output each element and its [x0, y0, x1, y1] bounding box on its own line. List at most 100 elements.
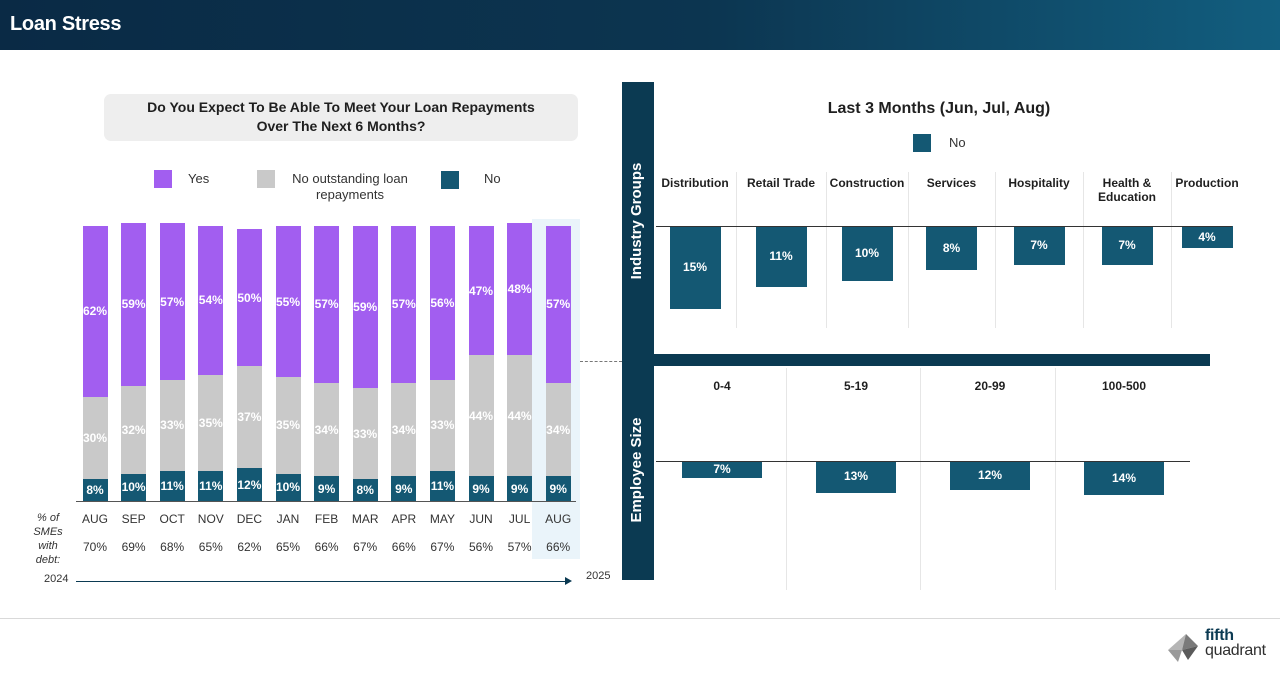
footer-divider	[0, 618, 1280, 619]
bar-value-label: 9%	[472, 481, 490, 496]
bar-segment	[352, 479, 378, 501]
year-start-label: 2024	[44, 573, 69, 585]
month-label: FEB	[314, 512, 339, 526]
bar-segment	[545, 476, 571, 501]
industry-category-label: Hospitality	[994, 176, 1084, 190]
bar-value-label: 30%	[82, 430, 108, 445]
month-label: DEC	[236, 512, 263, 526]
month-label: MAR	[351, 512, 379, 526]
bar-value-label: 33%	[160, 418, 185, 433]
bar-segment	[391, 476, 417, 501]
bar-value-label: 8%	[86, 483, 104, 497]
smes-with-debt-value: 66%	[391, 540, 416, 554]
bar-segment	[121, 473, 147, 501]
bar-value-label: 8%	[356, 483, 374, 497]
bar-value-label: 9%	[395, 481, 413, 496]
question-box: Do You Expect To Be Able To Meet Your Lo…	[104, 94, 578, 141]
industry-column-divider	[1171, 172, 1172, 328]
employee-column-divider	[786, 368, 787, 590]
bar-value-label: 44%	[468, 408, 494, 423]
industry-column-divider	[736, 172, 737, 328]
legend-no-swatch	[441, 171, 459, 189]
industry-column-divider	[995, 172, 996, 328]
industry-bar: 7%	[1013, 226, 1065, 265]
bar-segment	[352, 226, 378, 389]
smes-with-debt-value: 65%	[275, 540, 301, 554]
bar-value-label: 33%	[353, 426, 378, 441]
section-divider-bar	[654, 354, 1210, 366]
year-end-label: 2025	[586, 570, 611, 582]
bar-segment	[275, 377, 301, 474]
bar-value-label: 35%	[275, 418, 301, 433]
employee-category-label: 5-19	[843, 379, 869, 393]
employee-category-label: 100-500	[1101, 379, 1147, 393]
industry-bar: 15%	[669, 226, 721, 309]
bar-value-label: 56%	[430, 296, 455, 310]
employee-column-divider	[920, 368, 921, 590]
industry-category-label: Production	[1162, 176, 1252, 190]
month-label: JAN	[276, 512, 300, 526]
bar-segment	[236, 468, 262, 501]
industry-column-divider	[1083, 172, 1084, 328]
side-band	[622, 82, 654, 580]
month-label: AUG	[545, 512, 572, 526]
month-label: OCT	[159, 512, 185, 526]
bar-segment	[314, 476, 340, 501]
industry-category-text: Hospitality	[1008, 176, 1070, 190]
bar-value-label: 55%	[275, 294, 301, 309]
month-label: JUL	[508, 512, 531, 526]
timeline-arrow-head	[565, 577, 572, 585]
right-legend-no-label: No	[949, 135, 966, 150]
bar-segment	[314, 382, 340, 477]
industry-groups-title: Industry Groups	[628, 162, 645, 280]
bar-value-label: 34%	[391, 422, 416, 437]
month-label: JUN	[469, 512, 493, 526]
employee-category-label: 0-4	[713, 379, 731, 393]
bar-segment	[159, 470, 185, 501]
bar-segment	[352, 388, 378, 479]
industry-category-label: Retail Trade	[736, 176, 826, 190]
bar-segment	[275, 226, 301, 378]
logo-icon	[1168, 634, 1198, 662]
bar-value-label: 37%	[237, 410, 262, 425]
industry-bar: 4%	[1181, 226, 1233, 248]
employee-category-label: 20-99	[974, 379, 1006, 393]
industry-bar: 11%	[755, 226, 807, 287]
industry-category-text: Production	[1175, 176, 1239, 190]
bar-segment	[468, 226, 494, 356]
bar-segment	[159, 223, 185, 380]
bar-segment	[82, 396, 108, 479]
legend-none-line-1: No outstanding loan	[292, 171, 408, 186]
bar-segment	[468, 476, 494, 501]
bar-segment	[429, 380, 455, 471]
question-line-2: Over The Next 6 Months?	[256, 118, 426, 134]
industry-category-text: Retail Trade	[746, 176, 816, 190]
smes-with-debt-row-label: % of SMEs with debt:	[28, 511, 68, 567]
employee-size-title: Employee Size	[628, 417, 645, 523]
bar-value-label: 62%	[82, 304, 108, 319]
month-label: AUG	[81, 512, 108, 526]
industry-category-text: Construction	[829, 176, 905, 190]
bar-segment	[121, 385, 147, 474]
month-label: NOV	[197, 512, 224, 526]
smes-with-debt-value: 56%	[468, 540, 494, 554]
bar-value-label: 59%	[353, 300, 378, 315]
bar-segment	[121, 223, 147, 386]
bar-value-label: 57%	[314, 297, 339, 312]
bar-value-label: 34%	[314, 422, 339, 437]
bar-segment	[468, 355, 494, 477]
bar-segment	[507, 476, 533, 501]
month-label: MAY	[429, 512, 455, 526]
bar-value-label: 34%	[546, 422, 571, 437]
bar-segment	[391, 226, 417, 383]
bar-value-label: 12%	[237, 477, 262, 492]
month-label: SEP	[121, 512, 146, 526]
smes-with-debt-value: 67%	[430, 540, 455, 554]
timeline-arrow-line	[76, 581, 568, 582]
bar-value-label: 50%	[237, 290, 262, 305]
bar-segment	[82, 226, 108, 397]
employee-bar: 12%	[950, 461, 1030, 491]
employee-bar: 7%	[682, 461, 762, 479]
x-axis-baseline	[76, 501, 576, 502]
